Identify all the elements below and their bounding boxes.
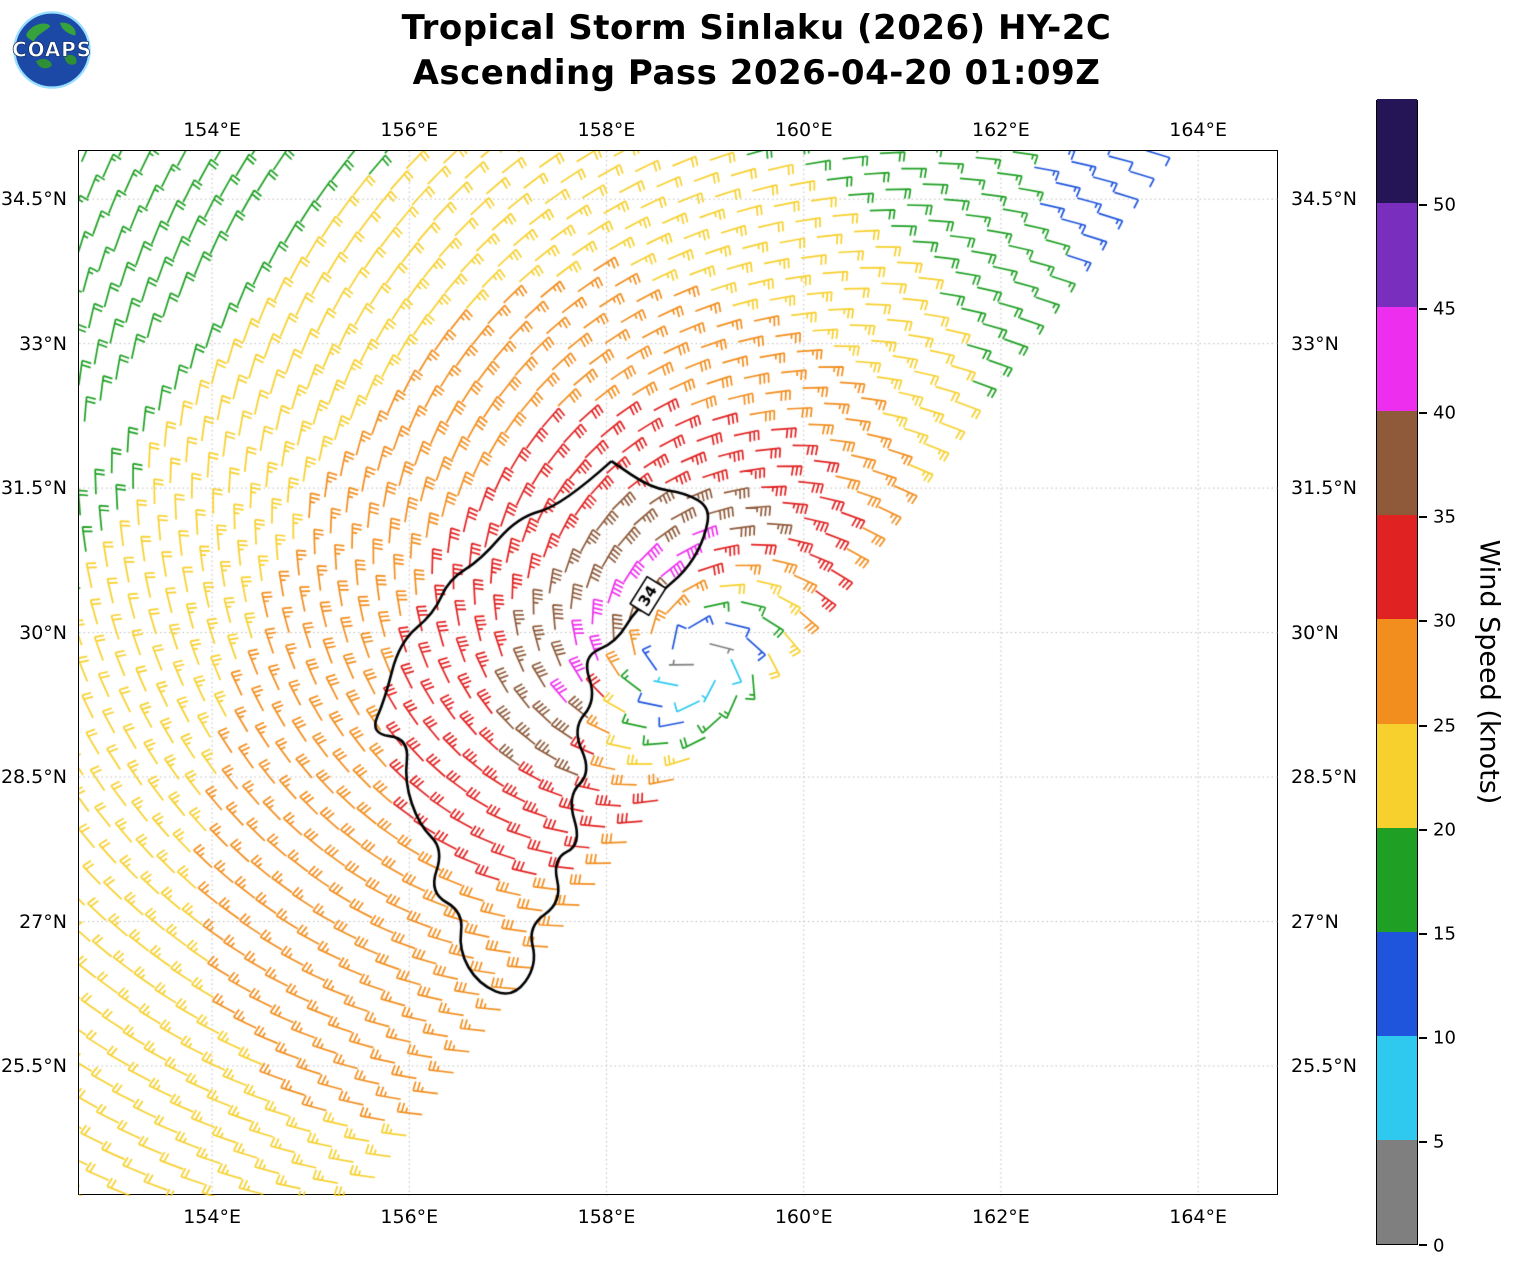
x-tick-label-bottom: 154°E xyxy=(183,1206,241,1228)
colorbar-segment-0-5 xyxy=(1377,1139,1417,1244)
colorbar-segment-50-55 xyxy=(1377,98,1417,204)
colorbar-tick-label: 40 xyxy=(1433,402,1456,424)
colorbar-tick-label: 45 xyxy=(1433,298,1456,320)
colorbar: 0 5 10 15 20 25 30 35 40 45 50 xyxy=(1376,98,1456,1257)
y-tick-label-left: 33°N xyxy=(19,332,67,355)
coaps-logo: COAPS xyxy=(12,10,92,90)
colorbar-segment-15-20 xyxy=(1377,827,1417,932)
colorbar-tick-label: 5 xyxy=(1433,1131,1445,1153)
colorbar-tick xyxy=(1419,932,1427,935)
colorbar-tick xyxy=(1419,308,1427,311)
colorbar-tick-label: 20 xyxy=(1433,819,1456,841)
x-tick-label-top: 164°E xyxy=(1169,119,1228,141)
x-tick-label-bottom: 164°E xyxy=(1169,1206,1228,1228)
x-tick-label-top: 156°E xyxy=(380,119,439,141)
x-tick-label-bottom: 156°E xyxy=(380,1206,439,1228)
colorbar-segment-5-10 xyxy=(1377,1035,1417,1140)
y-tick-label-right: 25.5°N xyxy=(1291,1054,1358,1077)
colorbar-tick xyxy=(1419,204,1427,207)
x-tick-label-top: 154°E xyxy=(183,119,241,141)
colorbar-tick-label: 35 xyxy=(1433,506,1456,528)
colorbar-tick xyxy=(1419,724,1427,727)
y-tick-label-left: 30°N xyxy=(19,621,67,644)
y-tick-label-left: 27°N xyxy=(19,910,67,933)
colorbar-tick-label: 25 xyxy=(1433,715,1456,737)
x-tick-label-bottom: 158°E xyxy=(577,1206,636,1228)
y-tick-label-left: 28.5°N xyxy=(0,766,67,789)
y-tick-label-right: 31.5°N xyxy=(1291,477,1358,500)
page-title: Tropical Storm Sinlaku (2026) HY-2C Asce… xyxy=(0,6,1513,96)
y-tick-label-right: 28.5°N xyxy=(1291,766,1358,789)
colorbar-tick-label: 0 xyxy=(1433,1235,1445,1257)
colorbar-tick xyxy=(1419,620,1427,623)
colorbar-tick xyxy=(1419,412,1427,415)
colorbar-tick xyxy=(1419,1036,1427,1039)
y-tick-label-right: 34.5°N xyxy=(1291,188,1358,211)
x-tick-label-top: 158°E xyxy=(577,119,636,141)
colorbar-segment-45-50 xyxy=(1377,202,1417,308)
y-tick-label-right: 30°N xyxy=(1291,621,1339,644)
colorbar-tick-label: 30 xyxy=(1433,610,1456,632)
colorbar-segment-25-30 xyxy=(1377,618,1417,724)
y-tick-label-left: 31.5°N xyxy=(0,477,67,500)
y-tick-label-left: 25.5°N xyxy=(0,1054,67,1077)
colorbar-tick-label: 50 xyxy=(1433,194,1456,216)
x-tick-label-top: 162°E xyxy=(972,119,1030,141)
colorbar-tick xyxy=(1419,516,1427,519)
colorbar-segment-30-35 xyxy=(1377,514,1417,620)
colorbar-segment-10-15 xyxy=(1377,931,1417,1036)
y-tick-label-left: 34.5°N xyxy=(0,188,67,211)
colorbar-tick xyxy=(1419,1244,1427,1246)
x-tick-label-bottom: 160°E xyxy=(774,1206,833,1228)
x-tick-label-top: 160°E xyxy=(774,119,833,141)
colorbar-tick xyxy=(1419,828,1427,831)
y-tick-label-right: 27°N xyxy=(1291,910,1339,933)
title-line-1: Tropical Storm Sinlaku (2026) HY-2C xyxy=(401,8,1112,48)
map-axes: 154°E 154°E 156°E 156°E 158°E 158°E 160°E 160°E… xyxy=(1,119,1357,1228)
wind-barb-map xyxy=(79,151,1279,1196)
x-tick-label-bottom: 162°E xyxy=(972,1206,1030,1228)
y-tick-label-right: 33°N xyxy=(1291,332,1339,355)
colorbar-tick-label: 10 xyxy=(1433,1027,1456,1049)
colorbar-segment-40-45 xyxy=(1377,306,1417,412)
colorbar-segment-35-40 xyxy=(1377,410,1417,516)
colorbar-tick xyxy=(1419,1140,1427,1143)
colorbar-axis-label: Wind Speed (knots) xyxy=(1473,539,1505,805)
title-line-2: Ascending Pass 2026-04-20 01:09Z xyxy=(412,53,1101,93)
colorbar-tick-label: 15 xyxy=(1433,923,1456,945)
globe-icon: COAPS xyxy=(12,11,92,89)
colorbar-segment-20-25 xyxy=(1377,723,1417,828)
logo-text: COAPS xyxy=(12,37,92,61)
